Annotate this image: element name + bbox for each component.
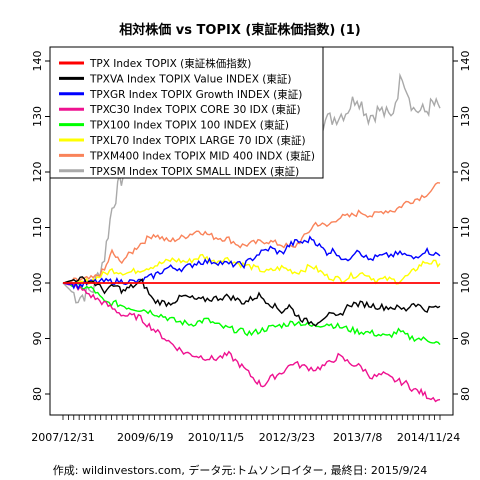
- y-tick-label-right: 140: [459, 51, 472, 72]
- legend-label: TPXVA Index TOPIX Value INDEX (東証): [89, 72, 291, 85]
- plot-area: 80 80 90 90 100 100 110 110 120 120 130 130 140 140 20…: [31, 46, 472, 444]
- y-tick-label-right: 130: [459, 106, 472, 127]
- series-line-1: [62, 276, 441, 327]
- series-line-6: [62, 181, 441, 284]
- series-line-5: [62, 253, 441, 288]
- legend-label: TPXL70 Index TOPIX LARGE 70 IDX (東証): [89, 134, 306, 147]
- y-tick-label-right: 90: [459, 332, 472, 346]
- legend-label: TPX Index TOPIX (東証株価指数): [89, 57, 251, 70]
- legend-label: TPXC30 Index TOPIX CORE 30 IDX (東証): [89, 103, 301, 116]
- x-tick-label: 2012/3/23: [259, 431, 315, 444]
- series-line-2: [62, 235, 441, 291]
- y-tick-label-left: 100: [31, 273, 44, 294]
- x-tick-label: 2014/11/24: [397, 431, 460, 444]
- x-tick-label: 2009/6/19: [117, 431, 173, 444]
- x-tick-label: 2013/7/8: [333, 431, 382, 444]
- legend-label: TPXM400 Index TOPIX MID 400 INDX (東証): [89, 149, 315, 162]
- y-tick-label-right: 80: [459, 387, 472, 401]
- y-tick-label-left: 110: [31, 217, 44, 238]
- y-tick-label-left: 80: [31, 387, 44, 401]
- series-line-4: [62, 282, 441, 346]
- y-tick-label-left: 90: [31, 332, 44, 346]
- x-tick-label: 2007/12/31: [31, 431, 94, 444]
- legend-label: TPXSM Index TOPIX SMALL INDEX (東証): [89, 165, 299, 178]
- y-tick-label-right: 100: [459, 273, 472, 294]
- y-tick-label-right: 110: [459, 217, 472, 238]
- y-tick-label-right: 120: [459, 162, 472, 183]
- legend-label: TPXGR Index TOPIX Growth INDEX (東証): [89, 88, 302, 101]
- legend-box: [49, 46, 324, 179]
- y-tick-label-left: 140: [31, 51, 44, 72]
- y-tick-label-left: 120: [31, 162, 44, 183]
- source-note: 作成: wildinvestors.com, データ元:トムソンロイター, 最終…: [53, 463, 427, 477]
- y-tick-label-left: 130: [31, 106, 44, 127]
- x-tick-label: 2010/11/5: [188, 431, 244, 444]
- legend-label: TPX100 Index TOPIX 100 INDEX (東証): [89, 119, 289, 132]
- legend: TPX Index TOPIX (東証株価指数) TPXVA Index TOPI…: [49, 46, 324, 179]
- series-line-3: [62, 282, 441, 403]
- chart-title: 相対株価 vs TOPIX (東証株価指数) (1): [119, 22, 360, 38]
